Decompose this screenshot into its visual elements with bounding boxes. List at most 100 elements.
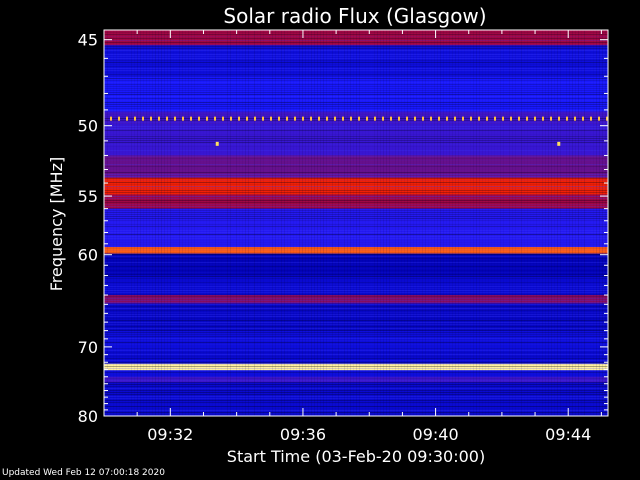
time-noise-line (269, 30, 270, 416)
interference-dot (206, 116, 208, 121)
channel-noise-line (104, 314, 608, 315)
spectrogram-band (104, 45, 608, 77)
time-noise-line (371, 30, 372, 416)
time-noise-line (329, 30, 330, 416)
channel-noise-line (104, 236, 608, 237)
channel-noise-line (104, 392, 608, 393)
time-noise-line (578, 30, 579, 416)
channel-noise-line (104, 36, 608, 37)
channel-noise-line (104, 86, 608, 87)
time-noise-line (287, 30, 288, 416)
x-axis: 09:32 09:36 09:40 09:44 (103, 30, 602, 444)
time-noise-line (356, 30, 357, 416)
burst-spot (557, 141, 561, 146)
time-noise-line (218, 30, 219, 416)
time-noise-line (398, 30, 399, 416)
channel-noise-line (104, 316, 608, 317)
channel-noise-line (104, 186, 608, 187)
channel-noise-line (104, 388, 608, 389)
channel-noise-line (104, 378, 608, 379)
channel-noise-line (104, 368, 608, 369)
y-axis: 45 50 55 60 70 80 (78, 31, 608, 426)
time-noise-line (548, 30, 549, 416)
time-noise-line (161, 30, 162, 416)
channel-noise-line (104, 90, 608, 91)
channel-noise-line (104, 122, 608, 123)
channel-noise-line (104, 224, 608, 225)
spectrogram-band (104, 30, 608, 46)
time-noise-line (284, 30, 285, 416)
time-noise-line (176, 30, 177, 416)
time-noise-line (491, 30, 492, 416)
time-noise-line (311, 30, 312, 416)
time-noise-line (407, 30, 408, 416)
channel-noise-line (104, 80, 608, 81)
channel-noise-line (104, 188, 608, 189)
channel-noise-line (104, 214, 608, 215)
spectrogram-band (104, 303, 608, 331)
time-noise-line (593, 30, 594, 416)
interference-dot (110, 116, 112, 121)
time-noise-line (527, 30, 528, 416)
time-noise-line (152, 30, 153, 416)
time-noise-line (440, 30, 441, 416)
interference-dot (254, 116, 256, 121)
time-noise-line (113, 30, 114, 416)
time-noise-line (521, 30, 522, 416)
channel-noise-line (104, 376, 608, 377)
time-noise-line (251, 30, 252, 416)
time-noise-line (467, 30, 468, 416)
time-noise-line (275, 30, 276, 416)
time-noise-line (488, 30, 489, 416)
channel-noise-line (104, 154, 608, 155)
time-noise-line (206, 30, 207, 416)
channel-noise-line (104, 364, 608, 365)
channel-noise-line (104, 274, 608, 275)
channel-noise-line (104, 48, 608, 49)
interference-dot (398, 116, 400, 121)
spectrogram-band (104, 208, 608, 248)
channel-noise-line (104, 60, 608, 61)
channel-noise-line (104, 128, 608, 129)
time-noise-line (257, 30, 258, 416)
time-noise-line (590, 30, 591, 416)
channel-noise-line (104, 206, 608, 207)
time-noise-line (452, 30, 453, 416)
channel-noise-line (104, 258, 608, 259)
spectrogram-band (104, 155, 608, 178)
interference-dot (558, 116, 560, 121)
time-noise-line (575, 30, 576, 416)
time-noise-line (431, 30, 432, 416)
time-noise-line (434, 30, 435, 416)
channel-noise-line (104, 120, 608, 121)
channel-noise-line (104, 306, 608, 307)
channel-noise-line (104, 404, 608, 405)
time-noise-line (386, 30, 387, 416)
spectrogram-band (104, 275, 608, 296)
y-tick-label: 50 (78, 117, 98, 136)
channel-noise-line (104, 230, 608, 231)
channel-noise-line (104, 410, 608, 411)
spectrogram-band (104, 194, 608, 209)
channel-noise-line (104, 50, 608, 51)
y-tick-label: 55 (78, 187, 98, 206)
channel-noise-line (104, 184, 608, 185)
channel-noise-line (104, 198, 608, 199)
time-noise-line (188, 30, 189, 416)
channel-noise-line (104, 140, 608, 141)
time-noise-line (281, 30, 282, 416)
time-noise-line (389, 30, 390, 416)
time-noise-line (164, 30, 165, 416)
interference-dot (174, 116, 176, 121)
time-noise-line (506, 30, 507, 416)
time-noise-line (272, 30, 273, 416)
time-noise-line (341, 30, 342, 416)
time-noise-line (515, 30, 516, 416)
channel-noise-line (104, 398, 608, 399)
channel-noise-line (104, 304, 608, 305)
channel-noise-line (104, 362, 608, 363)
interference-dot (190, 116, 192, 121)
time-noise-line (323, 30, 324, 416)
time-noise-line (536, 30, 537, 416)
time-noise-line (566, 30, 567, 416)
